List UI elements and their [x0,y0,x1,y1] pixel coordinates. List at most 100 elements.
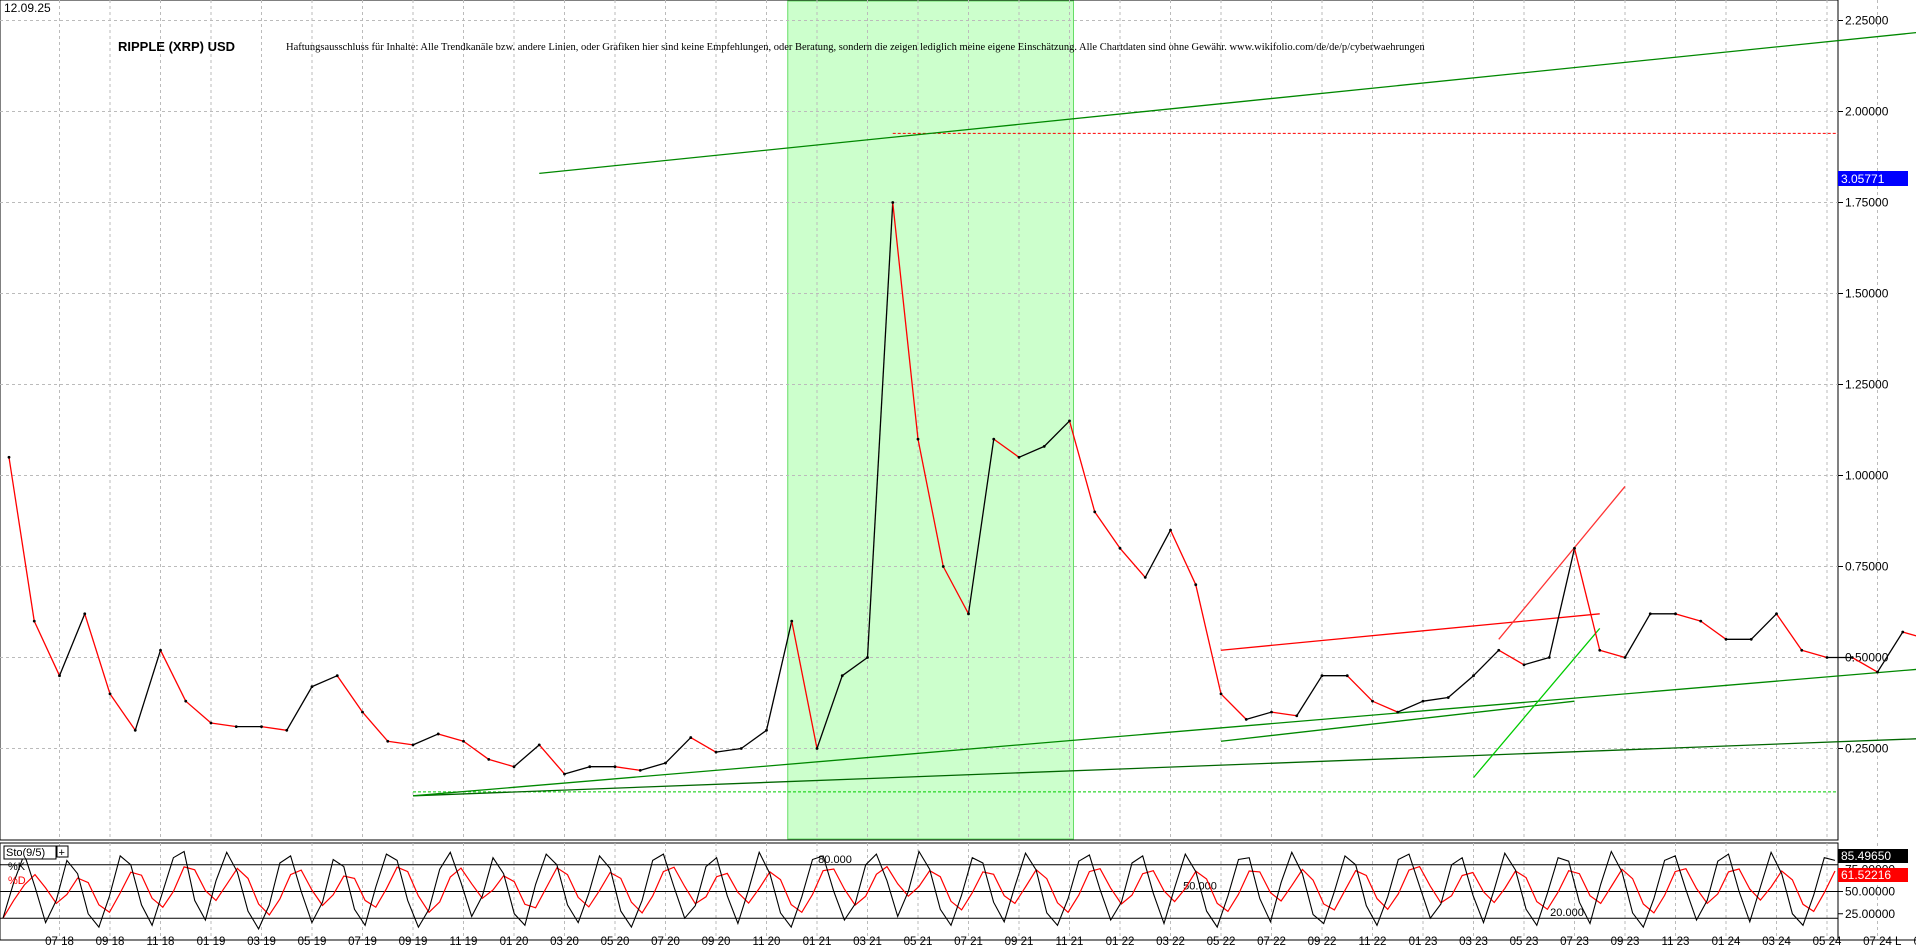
date-label: 12.09.25 [4,1,51,15]
price-point [866,656,869,659]
price-point [1497,648,1501,652]
price-point [891,201,895,204]
x-tick-label: 03 19 [247,936,276,948]
x-tick-label: 03 23 [1459,936,1488,948]
price-point [765,728,768,732]
price-point [1876,670,1879,674]
d-value-badge [1838,868,1908,882]
price-point [1093,510,1097,514]
y-tick-label: 0.50000 [1845,651,1889,665]
price-segment [1851,656,1878,673]
stoch-level-label: 20.000 [1550,907,1584,919]
price-segment [1599,649,1626,659]
price-segment [1473,649,1500,677]
price-point [1623,656,1627,659]
price-segment [1675,613,1701,622]
price-segment [1018,445,1045,458]
price-point [563,772,566,776]
price-segment [1447,675,1474,699]
price-segment [210,722,237,728]
add-indicator-button[interactable] [56,845,69,858]
stochastic-panel-label-box [3,845,57,860]
price-segment [892,202,919,440]
price-segment [614,766,641,771]
price-point [1017,455,1021,459]
x-tick-label: 05 19 [298,936,327,948]
price-point [1472,674,1475,678]
x-tick-label: 03 24 [1762,936,1791,948]
x-tick-label: 09 19 [399,936,428,948]
current-price-badge [1838,171,1908,186]
price-segment [387,740,414,746]
disclaimer-text: Haftungsausschluss für Inhalte: Alle Tre… [286,42,1425,53]
price-segment [1043,420,1070,447]
price-point [1674,612,1677,616]
x-tick-label: 07 23 [1560,936,1589,948]
price-segment [185,700,212,724]
x-tick-label: 09 20 [702,936,731,948]
price-point [1699,619,1703,623]
price-point [1648,612,1652,616]
price-point [664,761,667,765]
price-point [1901,630,1905,634]
price-segment [1775,613,1803,651]
x-tick-label: 11 21 [1056,936,1084,948]
y-tick-label: 1.00000 [1845,469,1889,483]
price-point [1118,546,1122,550]
price-point [108,692,112,696]
price-point [840,674,844,678]
price-point [1320,674,1324,678]
price-segment [866,202,894,658]
trendlines [412,31,1916,797]
x-tick-label: 01 24 [1712,936,1741,948]
price-point [1244,717,1248,721]
x-tick-label: 11 20 [753,936,781,948]
price-segment [942,566,970,615]
price-point [1270,710,1273,714]
x-tick-label: 05 23 [1510,936,1539,948]
stoch-level-label: 80.000 [818,854,852,866]
price-segment [362,711,389,742]
highlight-band [787,0,1074,840]
price-point [992,437,996,441]
x-tick-label: 11 18 [147,936,175,948]
price-segment [134,650,162,731]
k-label: %K [8,861,26,873]
price-point [209,721,213,725]
price-segment [1700,620,1727,640]
x-tick-label: 09 23 [1611,936,1640,948]
price-point [1068,419,1071,423]
trendline [412,668,1916,797]
x-tick-label: 07 18 [45,936,74,948]
k-value-badge [1838,849,1908,863]
x-tick-label: 01 23 [1409,936,1438,948]
trendline [1473,627,1601,779]
price-segment [791,620,818,749]
price-point [1169,528,1172,532]
price-segment [1902,631,1916,637]
x-tick-label: 01 19 [197,936,226,948]
price-point [916,437,920,441]
price-segment [1750,613,1777,640]
price-point [285,728,289,732]
y-tick-label: 1.50000 [1845,287,1889,301]
price-point [689,736,693,739]
price-point [1850,656,1854,659]
price-point [32,619,36,623]
x-axis-end-label: L [1895,936,1902,948]
price-segment [1573,548,1601,651]
price-segment [740,729,767,750]
price-series [7,201,1916,776]
price-point [386,739,390,743]
price-point [83,612,87,616]
x-tick-label: 07 24 [1863,936,1892,948]
price-point [1421,699,1425,703]
price-point [1547,656,1551,659]
price-segment [1271,711,1297,717]
x-tick-label: 05 20 [601,936,630,948]
y-axis-labels: 0.25000 0.50000 0.75000 1.00000 1.25000 1.500… [1845,14,1889,756]
trendline [1220,700,1575,742]
price-point [58,674,61,678]
x-tick-label: 01 22 [1106,936,1135,948]
stoch-d-line [2,865,1836,919]
